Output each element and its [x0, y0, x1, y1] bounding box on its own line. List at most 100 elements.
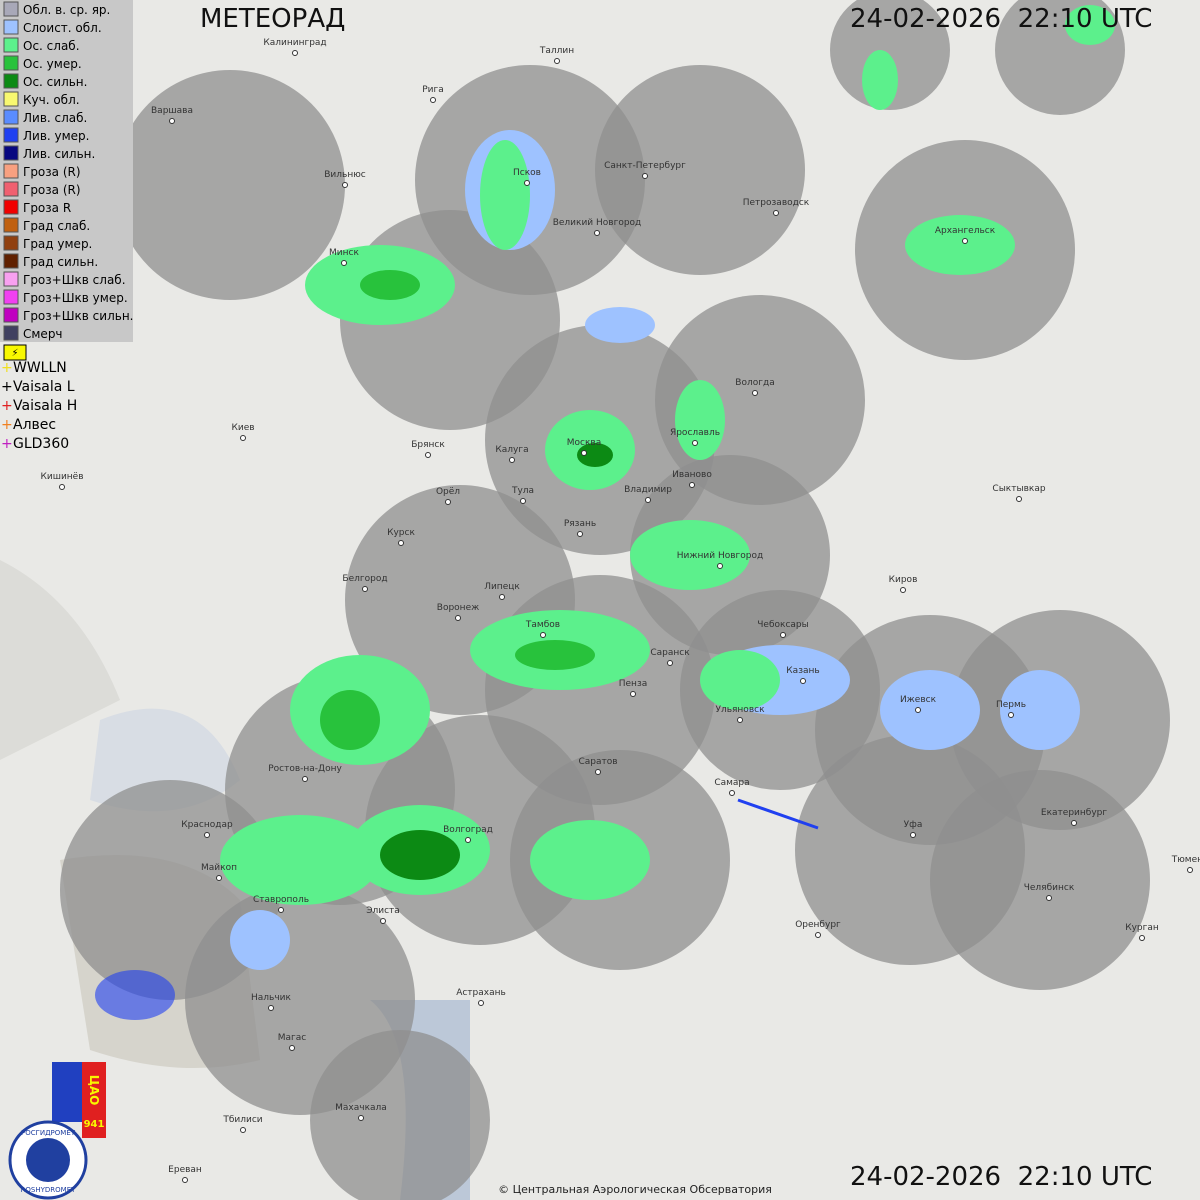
city-dot [524, 180, 530, 186]
city-dot [1016, 496, 1022, 502]
legend-label: Град слаб. [23, 219, 90, 233]
city-label: Великий Новгород [553, 218, 642, 228]
legend-label: Лив. слаб. [23, 111, 87, 125]
city-label: Майкоп [201, 863, 237, 873]
city-label: Махачкала [335, 1103, 387, 1113]
city-label: Кишинёв [40, 472, 83, 482]
legend-swatch [3, 181, 19, 197]
city-dot [342, 182, 348, 188]
city-label: Иваново [672, 470, 712, 480]
city-dot [1008, 712, 1014, 718]
city-dot [800, 678, 806, 684]
city-dot [630, 691, 636, 697]
city-label: Ставрополь [253, 895, 309, 905]
city-label: Таллин [539, 46, 574, 56]
city-dot [1139, 935, 1145, 941]
city-label: Псков [513, 168, 541, 178]
legend-swatch [3, 235, 19, 251]
city-dot [169, 118, 175, 124]
city-dot [773, 210, 779, 216]
city-label: Пермь [996, 700, 1026, 710]
city-label: Санкт-Петербург [604, 161, 686, 171]
lightning-marker: + [1, 417, 13, 433]
city-label: Воронеж [437, 603, 479, 613]
city-dot [752, 390, 758, 396]
city-label: Саратов [578, 757, 617, 767]
city-label: Орёл [436, 487, 460, 497]
city-label: Ижевск [900, 695, 937, 705]
city-label: Тамбов [525, 620, 560, 630]
legend-swatch [3, 55, 19, 71]
city-dot [815, 932, 821, 938]
legend-swatch [3, 289, 19, 305]
legend-swatch [3, 217, 19, 233]
lightning-label: WWLLN [13, 360, 67, 376]
city-dot [465, 837, 471, 843]
legend-swatch [3, 127, 19, 143]
city-dot [478, 1000, 484, 1006]
city-dot [595, 769, 601, 775]
city-dot [729, 790, 735, 796]
city-label: Тбилиси [222, 1115, 262, 1125]
city-dot [204, 832, 210, 838]
legend-label: Куч. обл. [23, 93, 80, 107]
city-dot [398, 540, 404, 546]
legend-label: Ос. слаб. [23, 39, 80, 53]
city-label: Краснодар [181, 820, 233, 830]
logo: ЦАО 941 РОСГИДРОМЕТ ROSHYDROMET [8, 1062, 106, 1200]
city-label: Москва [567, 438, 601, 448]
city-dot [689, 482, 695, 488]
lightning-marker: + [1, 379, 13, 395]
city-dot [594, 230, 600, 236]
city-label: Ульяновск [715, 705, 765, 715]
city-label: Петрозаводск [743, 198, 810, 208]
legend-swatch [3, 109, 19, 125]
city-label: Минск [329, 248, 359, 258]
legend-label: Лив. сильн. [23, 147, 95, 161]
timestamp: 24-02-2026 22:10 UTC [850, 4, 1152, 34]
city-dot [358, 1115, 364, 1121]
legend-swatch [3, 1, 19, 17]
city-label: Ереван [168, 1165, 202, 1175]
lightning-label: Vaisala H [13, 398, 77, 414]
legend-swatch [3, 37, 19, 53]
city-dot [509, 457, 515, 463]
city-label: Казань [786, 666, 819, 676]
city-label: Астрахань [456, 988, 506, 998]
city-dot [380, 918, 386, 924]
city-label: Владимир [624, 485, 672, 495]
city-label: Курган [1125, 923, 1159, 933]
city-label: Рязань [564, 519, 596, 529]
city-label: Курск [387, 528, 415, 538]
city-label: Самара [714, 778, 749, 788]
lightning-label: GLD360 [13, 436, 69, 452]
legend-swatch [3, 19, 19, 35]
city-dot [900, 587, 906, 593]
legend: Обл. в. ср. яр. Слоист. обл. Ос. слаб. Ос. … [1, 1, 133, 452]
logo-flag [82, 1062, 106, 1138]
city-dot [554, 58, 560, 64]
legend-label: Смерч [23, 327, 63, 341]
legend-label: Гроза (R) [23, 183, 81, 197]
legend-label: Лив. умер. [23, 129, 90, 143]
city-dot [577, 531, 583, 537]
city-dot [182, 1177, 188, 1183]
city-label: Калининград [263, 38, 326, 48]
city-label: Брянск [411, 440, 445, 450]
city-label: Элиста [366, 906, 400, 916]
city-label: Белгород [342, 574, 387, 584]
legend-label: Град сильн. [23, 255, 98, 269]
city-label: Липецк [484, 582, 520, 592]
city-dot [302, 776, 308, 782]
legend-label: Слоист. обл. [23, 21, 102, 35]
land-region [0, 560, 120, 760]
city-dot [540, 632, 546, 638]
city-label: Тула [511, 486, 534, 496]
timestamp: 24-02-2026 22:10 UTC [850, 1162, 1152, 1192]
city-labels: Калининград Таллин Рига Варшава Вильнюс Псков… [40, 38, 1200, 1183]
city-dot [216, 875, 222, 881]
legend-swatch [3, 91, 19, 107]
city-label: Нальчик [251, 993, 292, 1003]
logo-org: ЦАО [87, 1075, 101, 1106]
